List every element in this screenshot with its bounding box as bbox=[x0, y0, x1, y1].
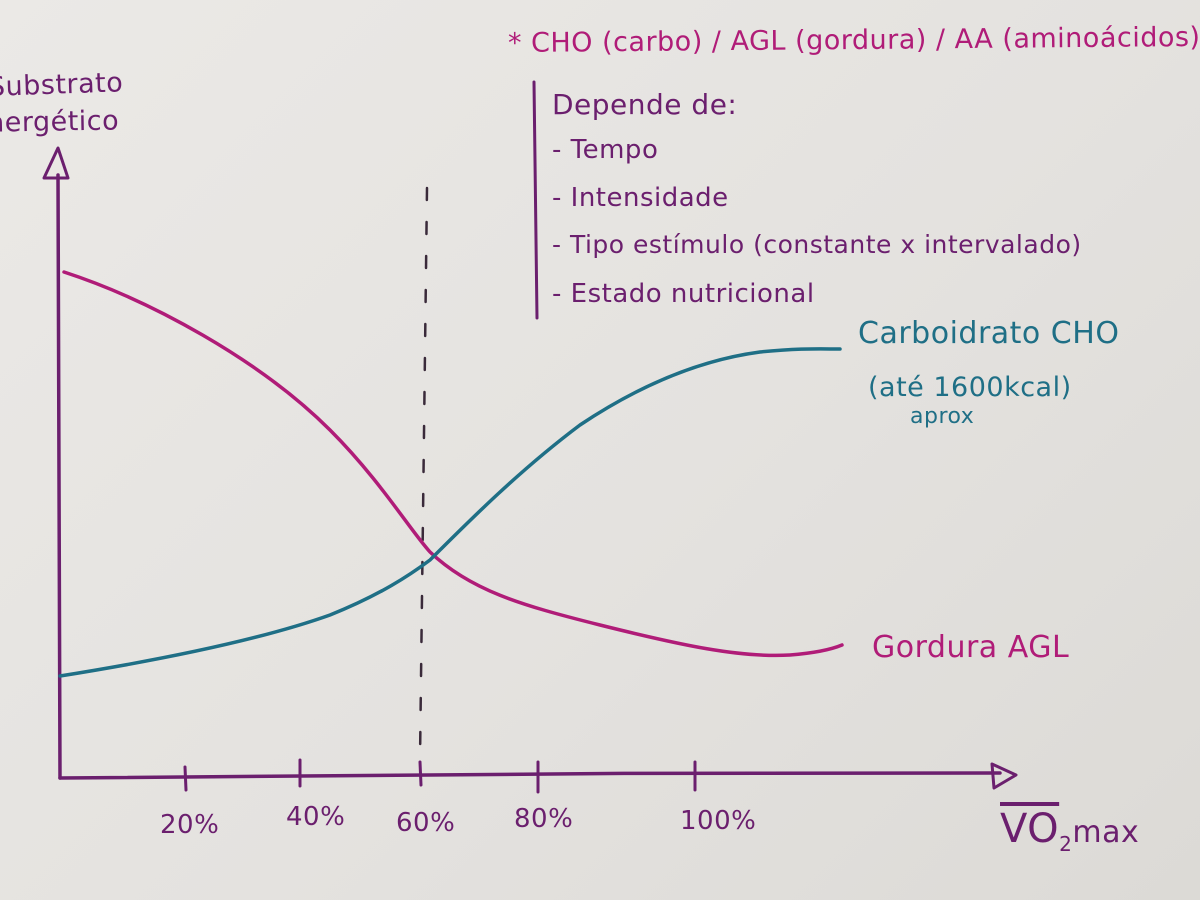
x-axis-label-subscript: 2 bbox=[1059, 832, 1073, 856]
header-note: * CHO (carbo) / AGL (gordura) / AA (amin… bbox=[507, 21, 1200, 59]
cho-curve bbox=[58, 347, 842, 678]
y-axis-arrowhead bbox=[42, 146, 70, 180]
depends-title: Depende de: bbox=[552, 88, 738, 121]
cho-note: (até 1600kcal) bbox=[868, 372, 1072, 403]
y-axis-label-line2: energético bbox=[0, 105, 120, 139]
x-tick-label-80: 80% bbox=[514, 804, 574, 834]
depends-item-tempo: - Tempo bbox=[552, 135, 659, 165]
cho-note-aprox: aprox bbox=[910, 404, 975, 429]
x-axis-label: VO2max bbox=[1000, 806, 1139, 856]
depends-item-tipo-estimulo: - Tipo estímulo (constante x intervalado… bbox=[552, 230, 1082, 259]
threshold-dashed-line bbox=[418, 186, 429, 762]
tick-60 bbox=[418, 760, 423, 787]
y-axis bbox=[56, 173, 62, 780]
x-tick-label-60: 60% bbox=[396, 808, 456, 838]
y-axis-label-line1: Substrato bbox=[0, 67, 124, 103]
x-tick-label-100: 100% bbox=[680, 806, 757, 836]
tick-20 bbox=[183, 765, 188, 792]
depends-item-estado-nutricional: - Estado nutricional bbox=[552, 279, 815, 309]
x-axis-label-max: max bbox=[1072, 815, 1140, 850]
depends-item-intensidade: - Intensidade bbox=[552, 183, 729, 213]
list-bracket bbox=[532, 80, 539, 320]
x-axis-arrowhead bbox=[990, 762, 1018, 790]
x-axis bbox=[58, 771, 1002, 780]
cho-label: Carboidrato CHO bbox=[858, 316, 1120, 351]
x-tick-label-40: 40% bbox=[286, 802, 346, 832]
x-tick-label-20: 20% bbox=[160, 810, 220, 840]
x-axis-label-vo: VO bbox=[1000, 806, 1060, 852]
fat-label: Gordura AGL bbox=[872, 630, 1070, 665]
x-ticks bbox=[183, 758, 697, 794]
fat-curve bbox=[62, 270, 844, 658]
